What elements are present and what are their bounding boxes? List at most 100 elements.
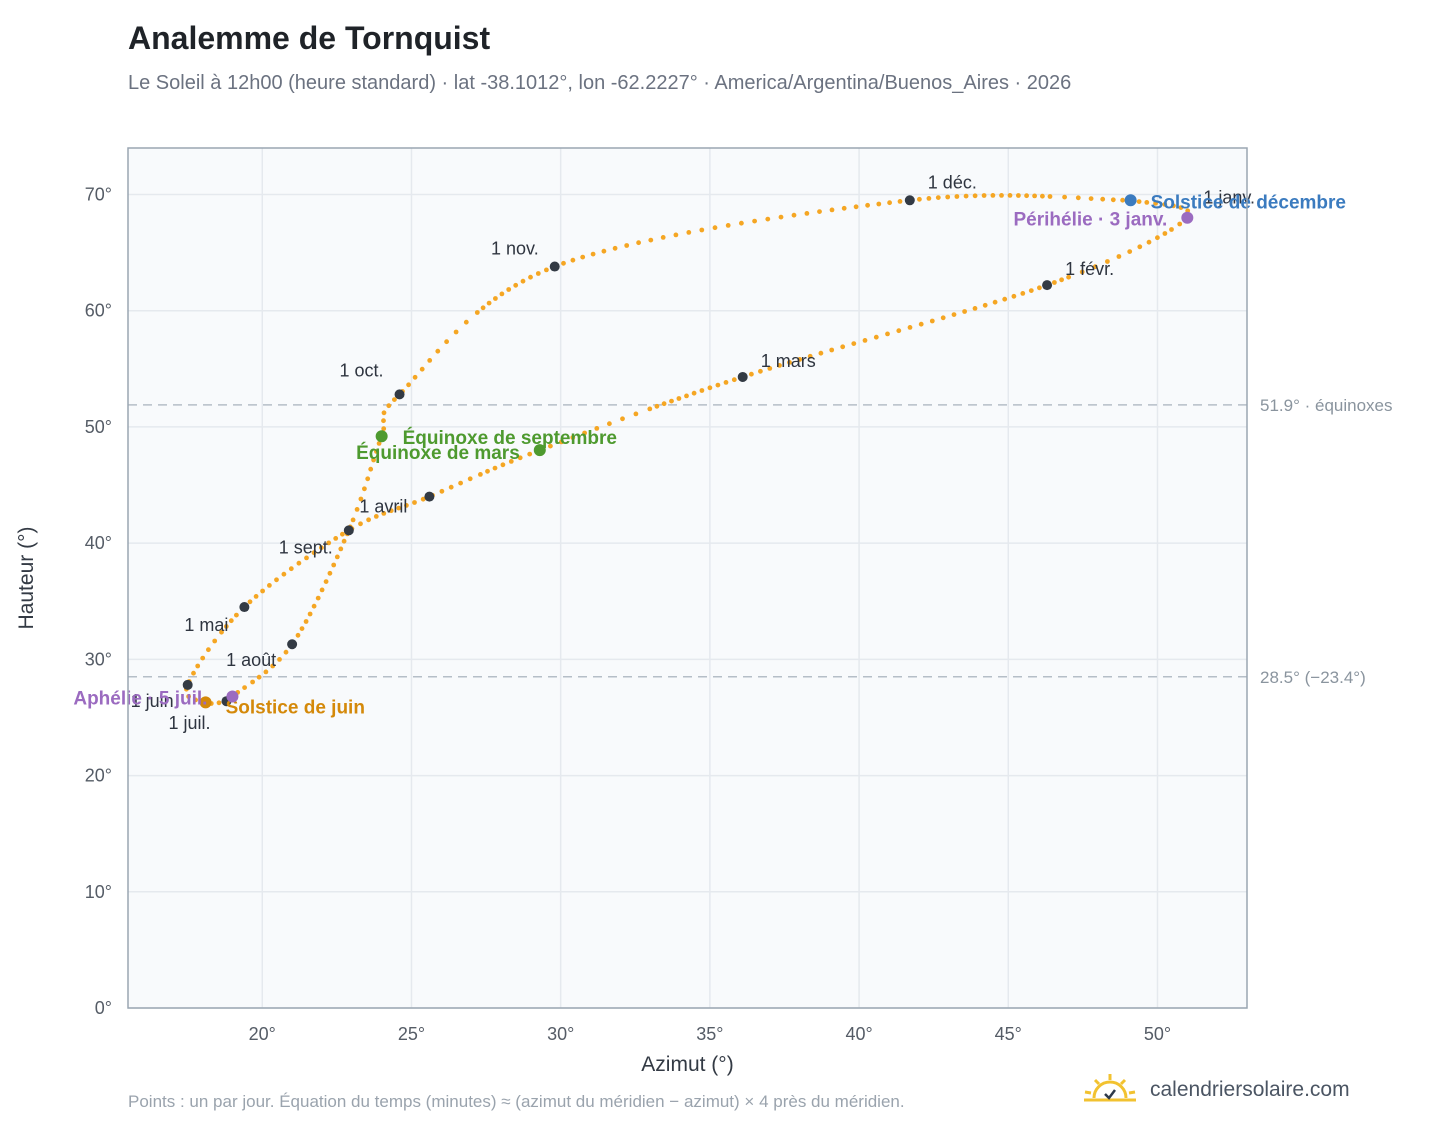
curve-dot [381,410,387,416]
curve-dot [778,214,784,220]
curve-dot [1162,231,1168,236]
curve-dot [699,388,705,393]
month-marker [394,389,405,400]
curve-dot [559,439,564,445]
curve-dot [1002,296,1008,302]
curve-dot [684,393,689,399]
y-tick-label: 50° [85,417,112,437]
curve-dot [374,449,379,454]
event-label: Aphélie · 5 juil. [73,689,207,710]
curve-dot [954,194,960,199]
curve-dot [1028,288,1034,293]
curve-dot [513,282,519,288]
brand-name: calendriersolaire.com [1150,1078,1350,1101]
curve-dot [392,397,397,402]
curve-dot [731,377,737,383]
curve-dot [200,655,206,661]
curve-dot [307,611,313,617]
curve-dot [281,571,287,577]
reference-line-label: 51.9° · équinoxes [1260,396,1393,415]
curve-dot [371,457,376,463]
month-label: 1 nov. [491,239,539,259]
event-label: Périhélie · 3 janv. [1013,210,1167,231]
curve-dot [323,579,329,584]
curve-dot [648,237,654,243]
chart-title: Analemme de Tornquist [128,20,491,56]
chart-subtitle: Le Soleil à 12h00 (heure standard) · lat… [128,72,1072,94]
curve-dot [216,700,222,706]
curve-dot [376,441,382,446]
curve-dot [277,657,282,662]
month-marker [1042,280,1053,291]
curve-dot [865,202,870,208]
curve-dot [527,451,533,457]
curve-dot [981,193,987,198]
curve-dot [368,466,374,472]
curve-dot [474,310,480,315]
curve-dot [1136,199,1142,205]
curve-dot [256,674,262,680]
y-tick-label: 70° [85,184,112,204]
curve-dot [366,517,371,523]
curve-dot [817,209,822,215]
curve-dot [303,619,309,624]
x-tick-label: 50° [1144,1024,1171,1044]
curve-dot [1062,194,1067,200]
curve-dot [548,443,553,449]
month-marker [904,195,915,206]
curve-dot [1052,280,1057,285]
curve-dot [896,328,902,334]
curve-dot [193,697,199,703]
curve-dot [873,334,879,340]
curve-dot [326,540,332,546]
event-label: Solstice de juin [226,697,365,718]
curve-dot [1075,195,1081,201]
curve-dot [926,196,932,201]
curve-dot [358,521,363,527]
curve-dot [758,368,763,374]
curve-dot [929,318,935,324]
curve-dot [829,347,835,353]
brand[interactable]: calendriersolaire.com [1082,1072,1350,1108]
event-marker [199,696,212,709]
curve-dot [715,382,721,388]
month-label: 1 août [226,650,276,670]
reference-line-label: 28.5° (−23.4°) [1260,668,1366,687]
curve-dot [570,257,576,263]
curve-dot [1016,193,1021,198]
curve-dot [319,587,325,593]
curve-dot [311,550,317,556]
curve-dot [612,245,618,251]
curve-dot [917,196,922,202]
curve-dot [1144,200,1150,205]
reference-lines: 51.9° · équinoxes 28.5° (−23.4°) [128,396,1393,687]
curve-dot [544,267,549,273]
y-tick-label: 60° [85,301,112,321]
curve-dot [1047,194,1053,199]
curve-dot [331,562,337,568]
curve-dot [999,193,1004,198]
curve-dot [582,430,587,436]
month-label: 1 mars [761,351,816,371]
curve-dot [535,271,541,276]
curve-dot [480,305,486,311]
curve-dot [186,694,192,699]
plot-border [127,147,1248,1009]
curve-dot [311,603,317,609]
event-marker [1124,194,1137,207]
curve-dot [1162,202,1168,207]
curve-dot [841,205,847,211]
curve-dot [907,325,913,330]
x-tick-label: 40° [845,1024,872,1044]
x-tick-label: 45° [995,1024,1022,1044]
month-marker [737,371,748,382]
y-tick-label: 0° [95,998,112,1018]
curve-dot [673,232,679,238]
curve-dot [288,566,294,572]
curve-dot [1100,196,1106,202]
curve-dot [767,366,773,371]
curve-dot [485,468,490,474]
curve-dot [315,595,321,601]
curve-dot [777,363,782,368]
